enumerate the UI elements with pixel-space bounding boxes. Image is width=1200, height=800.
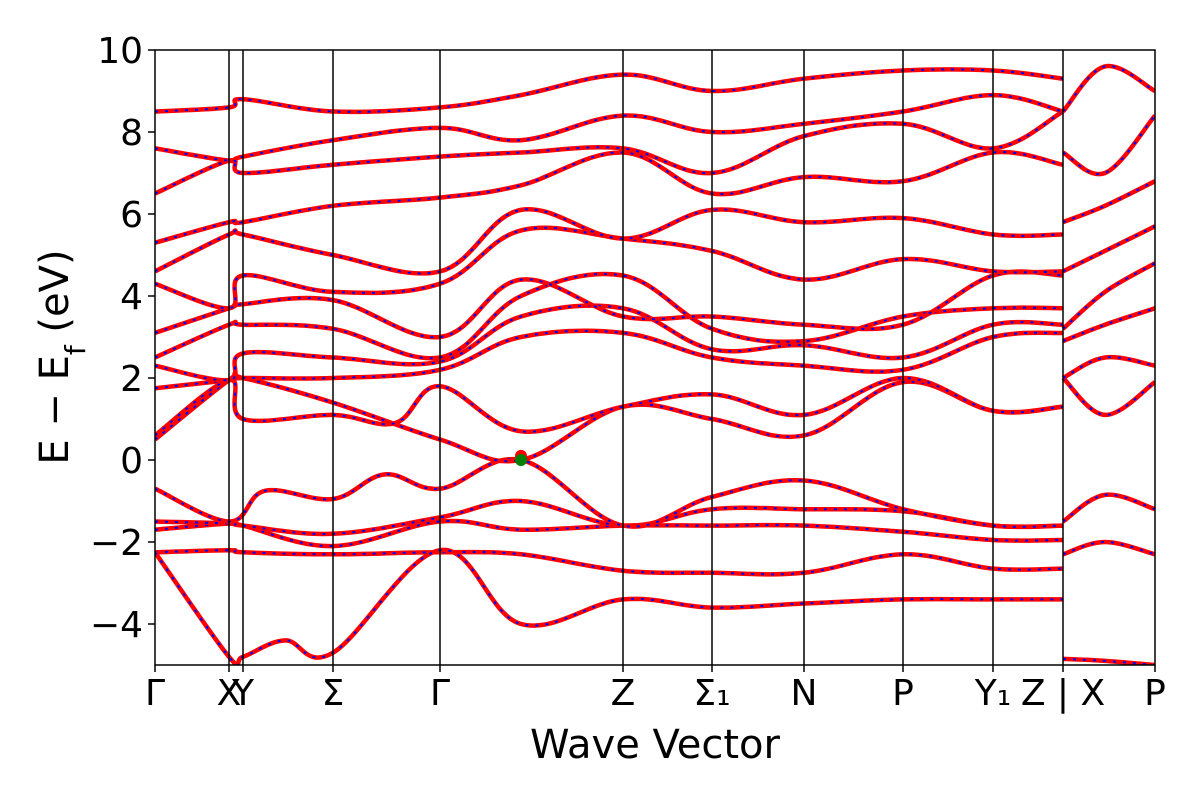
x-axis-title: Wave Vector: [530, 722, 781, 768]
y-axis-ticks: −4 −2 0 2 4 6 8 10: [90, 31, 155, 646]
band-line-12: [155, 206, 1064, 276]
x-tick-label-7: N: [791, 673, 818, 714]
y-tick-label-1: −2: [90, 523, 143, 564]
band-line-0: [155, 547, 1064, 577]
plot-frame: [154, 49, 1156, 666]
band-overlay-8: [155, 304, 1064, 382]
band-line-6: [155, 375, 1064, 438]
band-overlay-13: [155, 151, 1064, 244]
x-tick-label-3: Σ: [322, 673, 345, 714]
band-overlay-26: [1062, 114, 1155, 176]
x-tick-label-11: P: [1144, 673, 1166, 714]
band-line-17: [1062, 656, 1155, 665]
band-line-25: [1062, 179, 1155, 225]
y-tick-label-0: −4: [90, 605, 143, 646]
band-line-21: [1061, 354, 1155, 381]
band-line-18: [1062, 539, 1155, 557]
x-tick-label-8: P: [892, 673, 914, 714]
band-line-26: [1061, 114, 1155, 177]
band-line-27: [1061, 63, 1155, 114]
x-tick-label-6: Σ₁: [693, 673, 730, 714]
x-tick-label-2: Y: [231, 673, 255, 714]
bands-layer: [155, 63, 1155, 665]
x-tick-label-0: Γ: [145, 673, 165, 714]
y-tick-label-4: 4: [120, 277, 143, 318]
high-symmetry-lines: [228, 50, 1064, 665]
band-overlay-27: [1062, 65, 1155, 113]
x-tick-label-1: X: [217, 673, 242, 714]
band-overlay-24: [1062, 225, 1155, 273]
x-tick-label-10: Z | X: [1021, 673, 1105, 714]
y-tick-label-2: 0: [120, 441, 143, 482]
band-overlay-19: [1062, 493, 1155, 523]
y-tick-label-7: 10: [97, 31, 143, 72]
y-axis-title-unit: (eV): [32, 249, 78, 345]
y-tick-label-5: 6: [120, 195, 143, 236]
y-axis-title: E − Ef (eV): [32, 249, 92, 464]
band-overlay-23: [1062, 262, 1155, 330]
band-line-19: [1061, 492, 1155, 524]
y-tick-label-3: 2: [120, 359, 143, 400]
band-line-13: [155, 149, 1064, 245]
band-line-10: [155, 269, 1064, 340]
markers-layer: [515, 449, 527, 466]
band-overlay-2: [155, 499, 1064, 535]
band-overlay-12: [155, 208, 1064, 275]
x-tick-label-9: Y₁: [974, 673, 1011, 714]
x-axis-ticks: Γ XY Σ Γ Z Σ₁ N P Y₁ Z | X P: [145, 665, 1166, 714]
band-line-20: [1061, 376, 1155, 418]
y-tick-label-6: 8: [120, 113, 143, 154]
band-line-11: [155, 225, 1064, 311]
band-line-23: [1061, 261, 1155, 331]
band-line-22: [1062, 306, 1155, 344]
band-overlay-6: [155, 376, 1064, 437]
band-overlay-11: [155, 226, 1064, 310]
marker-1: [515, 454, 527, 466]
band-overlay-21: [1062, 356, 1155, 379]
band-overlay-17: [1062, 657, 1155, 665]
y-axis-title-main: E − E: [32, 355, 78, 465]
band-overlay-16: [155, 68, 1064, 113]
x-tick-label-5: Z: [611, 673, 636, 714]
band-line-2: [155, 498, 1064, 537]
x-tick-label-4: Γ: [430, 673, 450, 714]
band-overlay-3: [155, 458, 1064, 528]
band-line-3: [155, 456, 1064, 530]
y-axis-title-subscript: f: [59, 344, 92, 355]
